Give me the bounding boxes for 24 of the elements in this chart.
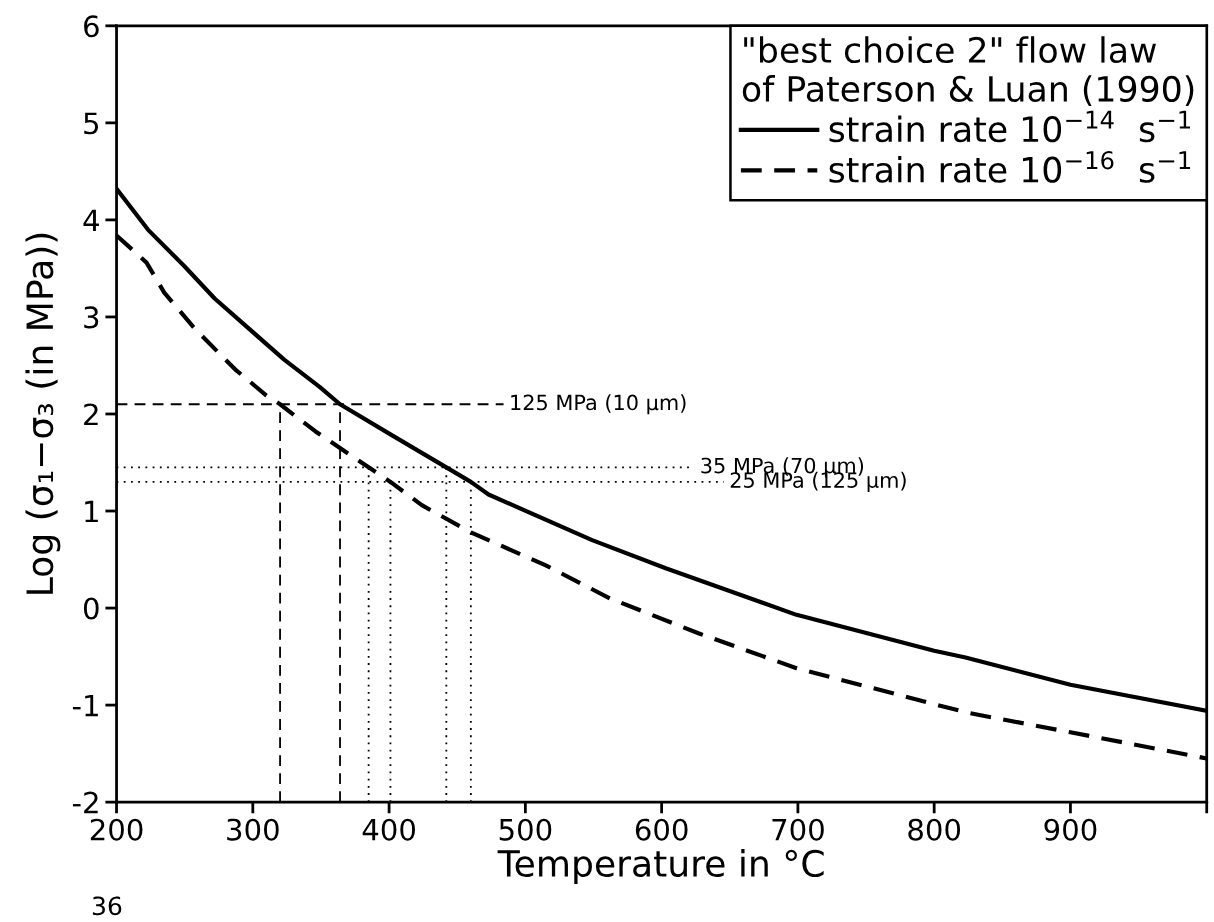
y-tick-label: 3 <box>84 306 99 329</box>
y-tick-label: 4 <box>83 209 99 231</box>
y-tick-label: -2 <box>72 791 98 814</box>
y-tick-label: 0 <box>83 597 99 620</box>
x-tick-label: 300 <box>227 818 279 841</box>
y-axis-title: Log (σ₁−σ₃ (in MPa)) <box>25 233 61 594</box>
y-tick-label: -1 <box>72 694 98 717</box>
y-tick-label: 1 <box>85 500 98 523</box>
x-tick-label: 900 <box>1044 818 1097 841</box>
x-tick-label: 400 <box>362 818 415 841</box>
legend-title: "best choice 2" flow law of Paterson & Luan (1990) <box>742 36 1194 107</box>
x-tick-label: 600 <box>635 818 688 841</box>
legend-label: strain rate 10$^{−16}$ s$^{−1}$ <box>829 151 1191 183</box>
y-tick-label: 5 <box>84 112 99 135</box>
x-tick-label: 800 <box>908 818 961 841</box>
x-tick-label: 500 <box>499 818 552 841</box>
x-tick-label: 700 <box>772 818 824 841</box>
ref-line-label: 125 MPa (10 µm) <box>511 394 686 415</box>
text: 36 <box>92 896 122 916</box>
legend-label: strain rate 10$^{−14}$ s$^{−1}$ <box>829 110 1191 143</box>
x-tick-label: 200 <box>90 818 143 841</box>
x-axis-title: Temperature in °C <box>497 849 824 885</box>
y-tick-label: 2 <box>84 403 98 426</box>
y-tick-label: 6 <box>84 15 99 38</box>
